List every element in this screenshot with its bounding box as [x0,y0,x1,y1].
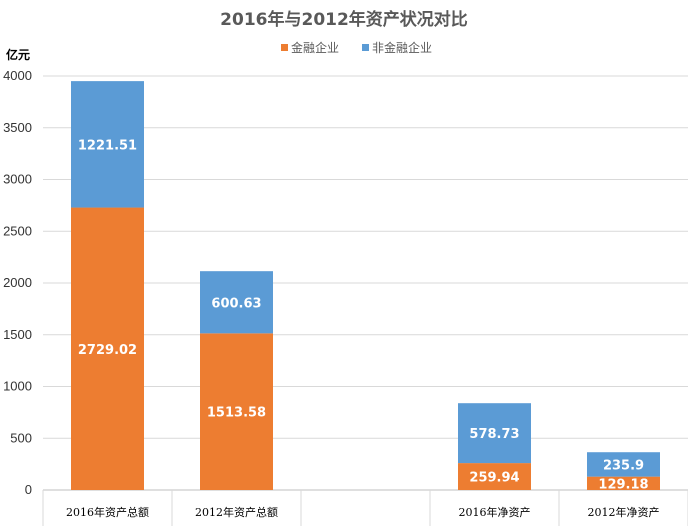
y-tick-label: 3500 [3,120,32,135]
y-tick-label: 0 [25,482,32,497]
data-label: 1221.51 [78,138,137,153]
bar-non-financial-3 [458,403,531,464]
y-tick-label: 1000 [3,379,32,394]
x-tick-label: 2016年资产总额 [66,505,149,519]
legend-label-non-financial: 非金融企业 [372,40,432,55]
data-label: 600.63 [211,296,261,311]
gridlines [43,75,688,491]
bar-non-financial-1 [200,271,273,334]
legend-swatch-non-financial [362,44,369,51]
bar-financial-0 [71,207,144,490]
x-tick-label: 2016年净资产 [459,505,531,519]
y-axis: 0 500 1000 1500 2000 2500 3000 3500 4000 [3,68,32,497]
data-label: 235.9 [603,458,644,473]
y-tick-label: 3000 [3,172,32,187]
x-tick-label: 2012年资产总额 [195,505,278,519]
data-label: 259.94 [469,471,519,486]
y-tick-label: 1500 [3,327,32,342]
x-axis: 2016年资产总额 2012年资产总额 2016年净资产 2012年净资产 [42,490,688,526]
data-label: 2729.02 [78,343,137,358]
bar-non-financial-4 [587,452,660,477]
y-tick-label: 2000 [3,275,32,290]
legend: 金融企业 非金融企业 [281,40,432,55]
bar-financial-4 [587,476,660,490]
legend-swatch-financial [281,44,288,51]
data-label: 129.18 [598,477,648,492]
bars: 2729.02 1221.51 1513.58 600.63 259.94 578.73 1… [71,81,660,492]
bar-financial-3 [458,463,531,490]
y-tick-label: 2500 [3,223,32,238]
chart-title: 2016年与2012年资产状况对比 [220,9,468,30]
data-label: 578.73 [469,427,519,442]
y-tick-label: 500 [10,430,32,445]
data-label: 1513.58 [207,406,266,421]
y-tick-label: 4000 [3,68,32,83]
bar-financial-1 [200,333,273,490]
bar-non-financial-0 [71,81,144,208]
legend-label-financial: 金融企业 [291,40,339,55]
y-axis-unit-label: 亿元 [6,47,30,62]
x-tick-label: 2012年净资产 [588,505,660,519]
